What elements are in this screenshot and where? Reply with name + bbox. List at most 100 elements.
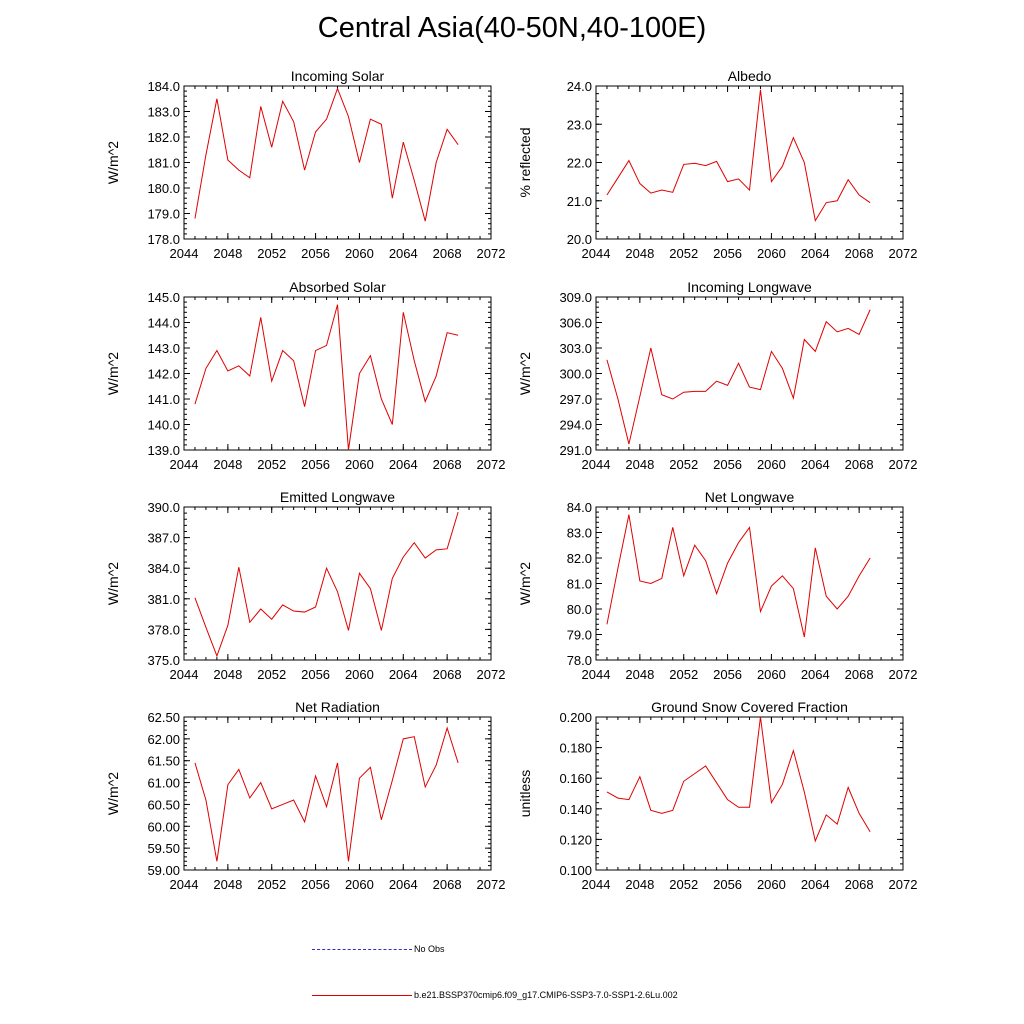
y-tick-label: 61.50	[147, 754, 180, 769]
x-tick-label: 2048	[625, 246, 654, 261]
x-tick-label: 2056	[713, 246, 742, 261]
y-tick-label: 0.200	[559, 710, 592, 725]
y-tick-label: 83.0	[567, 526, 592, 541]
plot-frame	[183, 716, 492, 871]
y-tick-label: 60.00	[147, 819, 180, 834]
x-tick-label: 2072	[477, 667, 506, 682]
x-tick-label: 2044	[170, 877, 199, 892]
x-tick-label: 2044	[170, 667, 199, 682]
x-tick-label: 2064	[801, 246, 830, 261]
plot-frame	[595, 296, 904, 451]
y-tick-label: 0.120	[559, 832, 592, 847]
x-tick-label: 2064	[801, 877, 830, 892]
chart-title: Albedo	[728, 68, 772, 84]
x-tick-label: 2048	[213, 457, 242, 472]
y-tick-label: 82.0	[567, 551, 592, 566]
y-axis-label: W/m^2	[105, 141, 121, 184]
y-tick-label: 59.50	[147, 841, 180, 856]
x-tick-label: 2052	[257, 246, 286, 261]
x-tick-label: 2072	[477, 877, 506, 892]
x-tick-label: 2064	[389, 667, 418, 682]
x-tick-label: 2060	[345, 667, 374, 682]
chart-incoming-solar: 2044 2048 2052 2056 2060 2064 2068 2072 178.0 179…	[105, 68, 505, 261]
x-tick-label: 2068	[433, 457, 462, 472]
x-tick-label: 2048	[625, 457, 654, 472]
chart-title: Incoming Solar	[291, 68, 385, 84]
x-tick-label: 2048	[625, 877, 654, 892]
chart-title: Net Radiation	[295, 699, 380, 715]
y-tick-label: 60.50	[147, 797, 180, 812]
y-tick-label: 143.0	[147, 341, 180, 356]
x-tick-label: 2072	[477, 246, 506, 261]
y-tick-label: 142.0	[147, 367, 180, 382]
x-tick-label: 2068	[845, 457, 874, 472]
x-tick-label: 2044	[582, 457, 611, 472]
y-tick-label: 0.140	[559, 802, 592, 817]
y-tick-label: 381.0	[147, 592, 180, 607]
y-tick-label: 375.0	[147, 653, 180, 668]
y-tick-label: 384.0	[147, 561, 180, 576]
chart-title: Absorbed Solar	[289, 279, 386, 295]
y-tick-label: 22.0	[567, 156, 592, 171]
y-tick-label: 78.0	[567, 653, 592, 668]
legend-run-label: b.e21.BSSP370cmip6.f09_g17.CMIP6-SSP3-7.…	[414, 990, 678, 1000]
chart-title: Ground Snow Covered Fraction	[651, 699, 848, 715]
chart-net-longwave: 2044 2048 2052 2056 2060 2064 2068 2072 78.0 79.0…	[517, 489, 917, 682]
x-tick-label: 2052	[669, 877, 698, 892]
y-tick-label: 79.0	[567, 628, 592, 643]
x-tick-label: 2048	[625, 667, 654, 682]
x-tick-label: 2044	[170, 457, 199, 472]
x-tick-label: 2056	[713, 457, 742, 472]
x-tick-label: 2044	[582, 877, 611, 892]
y-axis-label: W/m^2	[517, 562, 533, 605]
x-tick-label: 2072	[477, 457, 506, 472]
y-tick-label: 80.0	[567, 602, 592, 617]
y-tick-label: 81.0	[567, 577, 592, 592]
y-tick-label: 300.0	[559, 367, 592, 382]
x-tick-label: 2068	[433, 877, 462, 892]
y-axis-label: W/m^2	[517, 352, 533, 395]
y-tick-label: 62.50	[147, 710, 180, 725]
chart-title: Net Longwave	[705, 489, 795, 505]
x-tick-label: 2044	[170, 246, 199, 261]
chart-title: Emitted Longwave	[280, 489, 395, 505]
y-tick-label: 0.100	[559, 863, 592, 878]
x-tick-label: 2044	[582, 246, 611, 261]
x-tick-label: 2052	[669, 246, 698, 261]
plot-frame	[595, 85, 904, 240]
plot-frame	[595, 716, 904, 871]
y-tick-label: 140.0	[147, 418, 180, 433]
series-line	[194, 511, 459, 658]
y-tick-label: 59.00	[147, 863, 180, 878]
y-tick-label: 179.0	[147, 207, 180, 222]
series-line	[606, 309, 871, 445]
x-tick-label: 2068	[845, 877, 874, 892]
x-tick-label: 2056	[301, 877, 330, 892]
x-tick-label: 2056	[301, 457, 330, 472]
x-tick-label: 2068	[433, 246, 462, 261]
x-tick-label: 2052	[257, 667, 286, 682]
series-line	[194, 87, 459, 222]
y-tick-label: 182.0	[147, 130, 180, 145]
x-tick-label: 2064	[801, 667, 830, 682]
legend-run: b.e21.BSSP370cmip6.f09_g17.CMIP6-SSP3-7.…	[312, 990, 678, 1000]
y-tick-label: 24.0	[567, 79, 592, 94]
y-tick-label: 141.0	[147, 392, 180, 407]
x-tick-label: 2060	[757, 457, 786, 472]
chart-ground-snow-covered-fraction: 2044 2048 2052 2056 2060 2064 2068 2072 0.100 0.1…	[517, 699, 917, 892]
y-tick-label: 139.0	[147, 443, 180, 458]
y-axis-label: W/m^2	[105, 772, 121, 815]
chart-absorbed-solar: 2044 2048 2052 2056 2060 2064 2068 2072 139.0 140…	[105, 279, 505, 472]
y-tick-label: 61.00	[147, 776, 180, 791]
x-tick-label: 2048	[213, 246, 242, 261]
x-tick-label: 2060	[757, 667, 786, 682]
x-tick-label: 2068	[433, 667, 462, 682]
plot-frame	[183, 296, 492, 451]
y-tick-label: 20.0	[567, 232, 592, 247]
y-tick-label: 309.0	[559, 290, 592, 305]
series-line	[606, 89, 871, 223]
y-tick-label: 62.00	[147, 732, 180, 747]
y-tick-label: 387.0	[147, 531, 180, 546]
x-tick-label: 2052	[669, 667, 698, 682]
